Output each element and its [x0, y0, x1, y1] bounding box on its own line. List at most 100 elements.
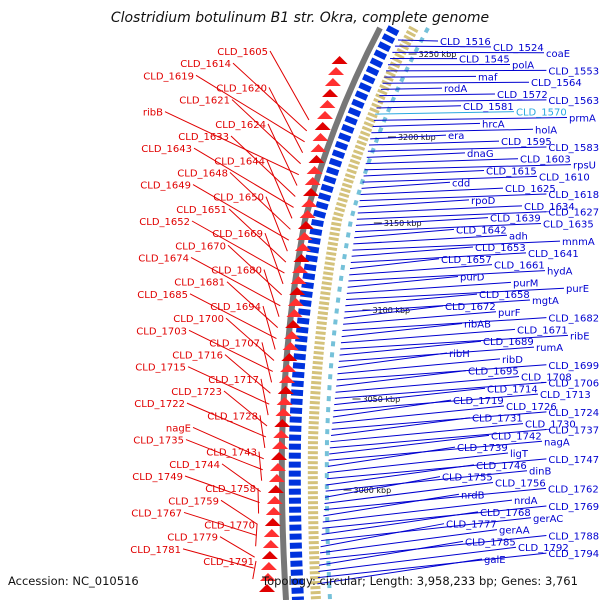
gene-label-right[interactable]: CLD_1746	[476, 461, 527, 472]
gene-label-right[interactable]: mgtA	[532, 296, 559, 307]
gene-label-right[interactable]: CLD_1726	[506, 402, 557, 413]
gene-label-right[interactable]: CLD_1553	[548, 66, 599, 77]
gene-label-right[interactable]: CLD_1671	[517, 325, 568, 336]
gene-label-right[interactable]: cdd	[452, 178, 470, 189]
gene-label-right[interactable]: CLD_1731	[472, 414, 523, 425]
gene-label-right[interactable]: CLD_1714	[487, 384, 538, 395]
gene-label-right[interactable]: purD	[460, 272, 485, 283]
gene-label-right[interactable]: ribD	[502, 355, 523, 366]
gene-label-right[interactable]: CLD_1581	[463, 102, 514, 113]
gene-label-right[interactable]: CLD_1595	[501, 137, 552, 148]
gene-label-right[interactable]: CLD_1639	[490, 214, 541, 225]
gene-label-right[interactable]: CLD_1615	[486, 167, 537, 178]
gene-label-left[interactable]: CLD_1791	[203, 557, 254, 568]
gene-label-left[interactable]: CLD_1707	[209, 338, 260, 349]
gene-label-right[interactable]: CLD_1618	[548, 190, 599, 201]
gene-label-right[interactable]: rumA	[536, 343, 563, 354]
gene-label-right[interactable]: CLD_1603	[520, 155, 571, 166]
gene-label-left[interactable]: CLD_1643	[141, 144, 192, 155]
gene-label-right[interactable]: prmA	[569, 114, 596, 125]
gene-label-right[interactable]: ribH	[449, 349, 470, 360]
gene-label-right[interactable]: nrdA	[514, 496, 538, 507]
gene-label-right[interactable]: CLD_1641	[528, 249, 579, 260]
gene-label-left[interactable]: CLD_1723	[171, 387, 222, 398]
gene-label-right[interactable]: CLD_1785	[465, 537, 516, 548]
gene-label-left[interactable]: CLD_1728	[207, 411, 258, 422]
gene-label-right[interactable]: CLD_1572	[497, 90, 548, 101]
gene-label-right[interactable]: CLD_1545	[459, 55, 510, 66]
gene-label-right[interactable]: galE	[484, 555, 506, 566]
gene-label-right[interactable]: CLD_1642	[456, 225, 507, 236]
gene-label-left[interactable]: CLD_1758	[205, 484, 256, 495]
gene-label-right[interactable]: CLD_1524	[493, 43, 544, 54]
gene-label-right[interactable]: ribE	[570, 331, 590, 342]
gene-label-left[interactable]: CLD_1670	[175, 241, 226, 252]
gene-label-right[interactable]: CLD_1713	[540, 390, 591, 401]
gene-label-right[interactable]: hrcA	[482, 119, 505, 130]
gene-label-right[interactable]: CLD_1724	[548, 408, 599, 419]
gene-label-left[interactable]: CLD_1770	[204, 521, 255, 532]
gene-label-right[interactable]: CLD_1788	[548, 531, 599, 542]
gene-label-left[interactable]: CLD_1767	[131, 508, 182, 519]
gene-label-left[interactable]: CLD_1749	[132, 472, 183, 483]
gene-label-left[interactable]: CLD_1621	[179, 96, 230, 107]
gene-label-right[interactable]: CLD_1739	[457, 443, 508, 454]
gene-label-right[interactable]: CLD_1706	[548, 378, 599, 389]
gene-label-right[interactable]: dinB	[529, 467, 551, 478]
gene-label-left[interactable]: CLD_1650	[213, 193, 264, 204]
gene-label-left[interactable]: CLD_1715	[135, 363, 186, 374]
gene-label-right[interactable]: nagA	[544, 437, 570, 448]
gene-label-left[interactable]: CLD_1620	[216, 83, 267, 94]
gene-label-right[interactable]: polA	[512, 61, 534, 72]
gene-label-right[interactable]: CLD_1563	[548, 96, 599, 107]
gene-label-right[interactable]: CLD_1777	[446, 520, 497, 531]
gene-label-right[interactable]: CLD_1756	[495, 478, 546, 489]
gene-label-right[interactable]: CLD_1570	[516, 108, 567, 119]
gene-label-right[interactable]: purE	[566, 284, 589, 295]
gene-label-left[interactable]: CLD_1619	[143, 71, 194, 82]
gene-label-left[interactable]: CLD_1681	[174, 278, 225, 289]
gene-label-right[interactable]: CLD_1564	[531, 78, 582, 89]
gene-label-right[interactable]: CLD_1755	[442, 473, 493, 484]
gene-label-right[interactable]: purM	[513, 278, 538, 289]
gene-label-right[interactable]: CLD_1708	[521, 373, 572, 384]
gene-label-left[interactable]: CLD_1781	[130, 545, 181, 556]
gene-label-left[interactable]: CLD_1717	[208, 375, 259, 386]
gene-label-right[interactable]: adh	[509, 231, 528, 242]
gene-label-right[interactable]: nrdB	[461, 490, 485, 501]
gene-label-left[interactable]: nagE	[166, 423, 191, 434]
gene-label-left[interactable]: ribB	[143, 108, 163, 119]
gene-label-left[interactable]: CLD_1633	[178, 132, 229, 143]
gene-label-left[interactable]: CLD_1614	[180, 59, 231, 70]
gene-label-right[interactable]: CLD_1762	[548, 484, 599, 495]
gene-label-left[interactable]: CLD_1651	[176, 205, 227, 216]
gene-label-right[interactable]: CLD_1657	[441, 255, 492, 266]
gene-label-right[interactable]: CLD_1768	[480, 508, 531, 519]
gene-label-left[interactable]: CLD_1722	[134, 399, 185, 410]
gene-label-left[interactable]: CLD_1735	[133, 436, 184, 447]
gene-label-left[interactable]: CLD_1779	[167, 533, 218, 544]
gene-label-left[interactable]: CLD_1648	[177, 168, 228, 179]
gene-label-right[interactable]: CLD_1610	[539, 172, 590, 183]
gene-label-left[interactable]: CLD_1644	[214, 156, 265, 167]
gene-label-right[interactable]: era	[448, 131, 464, 142]
gene-label-right[interactable]: ribAB	[464, 320, 491, 331]
gene-label-right[interactable]: mnmA	[562, 237, 595, 248]
gene-label-right[interactable]: holA	[535, 125, 557, 136]
gene-label-right[interactable]: CLD_1635	[543, 219, 594, 230]
gene-label-right[interactable]: coaE	[546, 49, 570, 60]
gene-label-right[interactable]: CLD_1769	[548, 502, 599, 513]
gene-label-right[interactable]: CLD_1627	[548, 208, 599, 219]
gene-label-left[interactable]: CLD_1605	[217, 47, 268, 58]
gene-label-right[interactable]: CLD_1689	[483, 337, 534, 348]
gene-label-right[interactable]: ligT	[510, 449, 529, 460]
gene-label-right[interactable]: CLD_1625	[505, 184, 556, 195]
gene-label-left[interactable]: CLD_1743	[206, 448, 257, 459]
gene-label-right[interactable]: CLD_1730	[525, 420, 576, 431]
gene-label-right[interactable]: purF	[498, 308, 521, 319]
gene-label-right[interactable]: CLD_1742	[491, 431, 542, 442]
gene-label-right[interactable]: gerAC	[533, 514, 563, 525]
gene-label-left[interactable]: CLD_1700	[173, 314, 224, 325]
gene-label-left[interactable]: CLD_1652	[139, 217, 190, 228]
gene-label-right[interactable]: CLD_1516	[440, 37, 491, 48]
